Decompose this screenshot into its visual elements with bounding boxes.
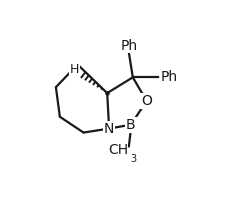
Text: N: N bbox=[104, 122, 114, 136]
Text: Ph: Ph bbox=[120, 39, 138, 53]
Text: O: O bbox=[141, 94, 152, 108]
Text: Ph: Ph bbox=[160, 70, 178, 84]
Text: 3: 3 bbox=[130, 154, 136, 164]
Text: B: B bbox=[126, 118, 136, 132]
Text: CH: CH bbox=[108, 143, 128, 157]
Text: H: H bbox=[70, 63, 79, 76]
